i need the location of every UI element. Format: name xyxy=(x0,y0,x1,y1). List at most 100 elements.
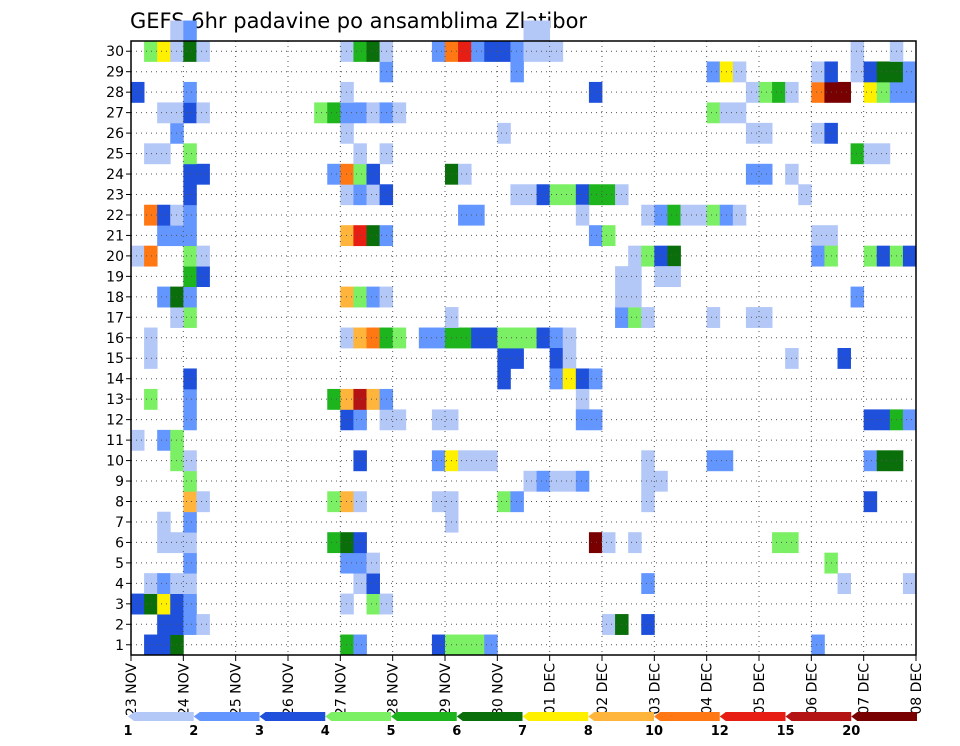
precip-cell xyxy=(458,450,472,472)
precip-cell xyxy=(497,41,511,62)
precip-cell xyxy=(680,204,694,226)
precip-cell xyxy=(811,81,825,103)
precip-cell xyxy=(876,245,891,267)
x-tick-label: 23 NOV xyxy=(124,663,140,717)
precip-cell xyxy=(183,307,197,328)
precip-cell xyxy=(340,491,354,513)
x-tick-label: 08 DEC xyxy=(909,663,925,715)
precip-cell xyxy=(353,552,367,574)
y-tick-label: 25 xyxy=(106,147,124,163)
precip-cell xyxy=(471,450,485,472)
colorbar-label: 20 xyxy=(842,724,860,739)
precip-cell xyxy=(366,593,380,615)
precip-cell xyxy=(641,307,655,328)
x-tick-label: 02 DEC xyxy=(595,663,611,715)
precip-cell xyxy=(353,491,367,513)
precip-cell xyxy=(353,143,367,165)
precip-cell xyxy=(353,450,367,472)
cells-layer xyxy=(131,20,917,656)
precip-cell xyxy=(484,327,498,349)
precip-cell xyxy=(484,634,498,656)
precip-cell xyxy=(863,245,878,267)
precip-cell xyxy=(471,204,485,226)
y-tick-label: 10 xyxy=(106,454,124,470)
precip-cell xyxy=(431,41,446,62)
precip-cell xyxy=(536,20,551,42)
precip-cell xyxy=(157,41,171,62)
precip-cell xyxy=(340,286,354,308)
y-tick-label: 11 xyxy=(106,433,124,449)
precip-cell xyxy=(850,61,865,83)
precip-cell xyxy=(745,81,760,103)
precip-cell xyxy=(183,552,197,574)
precip-cell xyxy=(327,491,341,513)
precip-cell xyxy=(811,634,825,656)
colorbar-label: 7 xyxy=(518,724,527,739)
precip-cell xyxy=(628,532,642,554)
precip-cell xyxy=(497,348,511,369)
colorbar-label: 1 xyxy=(123,724,132,739)
precip-cell xyxy=(196,41,210,62)
x-tick-label: 26 NOV xyxy=(281,663,297,717)
precip-cell xyxy=(536,41,551,62)
precip-cell xyxy=(340,388,354,410)
precip-cell xyxy=(667,245,681,267)
y-tick-label: 13 xyxy=(106,392,124,408)
colorbar-label: 6 xyxy=(452,724,461,739)
precip-cell xyxy=(863,81,878,103)
colorbar-label: 3 xyxy=(255,724,264,739)
precip-cell xyxy=(484,450,498,472)
precip-cell xyxy=(314,102,328,124)
precip-cell xyxy=(811,61,825,83)
precip-cell xyxy=(183,614,197,635)
precip-cell xyxy=(876,450,891,472)
precip-cell xyxy=(340,81,354,103)
precip-cell xyxy=(183,266,197,287)
precip-cell xyxy=(366,552,380,574)
precip-cell xyxy=(536,327,551,349)
precip-cell xyxy=(366,184,380,206)
precip-cell xyxy=(366,163,380,185)
precip-cell xyxy=(183,184,197,206)
precip-cell xyxy=(588,81,603,103)
y-tick-label: 6 xyxy=(115,535,124,551)
y-tick-label: 22 xyxy=(106,208,124,224)
precip-cell xyxy=(183,102,197,124)
x-tick-label: 07 DEC xyxy=(857,663,873,715)
precip-cell xyxy=(628,286,642,308)
colorbar-swatch xyxy=(325,712,391,721)
precip-cell xyxy=(876,81,891,103)
x-tick-label: 29 NOV xyxy=(438,663,454,717)
precip-cell xyxy=(144,245,158,267)
precip-cell xyxy=(497,327,511,349)
precip-cell xyxy=(811,245,825,267)
precip-cell xyxy=(144,143,158,165)
precip-cell xyxy=(183,491,197,513)
precip-cell xyxy=(157,102,171,124)
precip-cell xyxy=(392,327,407,349)
precip-cell xyxy=(183,225,197,247)
precip-cell xyxy=(811,225,825,247)
precip-cell xyxy=(497,491,511,513)
precip-cell xyxy=(772,532,786,554)
y-tick-label: 4 xyxy=(115,576,124,592)
precip-cell xyxy=(536,184,551,206)
y-tick-label: 12 xyxy=(106,413,124,429)
precip-cell xyxy=(353,286,367,308)
precip-cell xyxy=(144,573,158,594)
precip-cell xyxy=(575,409,590,431)
precip-cell xyxy=(562,368,577,390)
precip-cell xyxy=(340,225,354,247)
precip-cell xyxy=(366,388,380,410)
precip-cell xyxy=(575,388,590,410)
precip-cell xyxy=(523,470,537,492)
colorbar-swatch xyxy=(522,712,589,721)
precip-cell xyxy=(523,41,537,62)
y-tick-label: 5 xyxy=(115,556,124,572)
colorbar-swatch xyxy=(391,712,457,721)
y-tick-label: 27 xyxy=(106,106,124,122)
precip-cell xyxy=(641,204,655,226)
precip-cell xyxy=(418,327,433,349)
precip-cell xyxy=(641,450,655,472)
